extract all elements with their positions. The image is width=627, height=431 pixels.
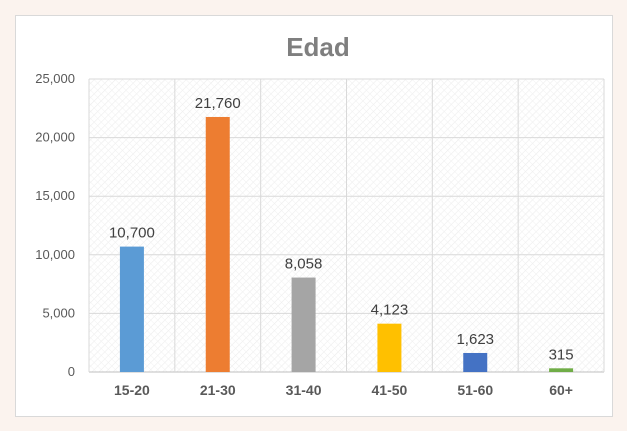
y-tick-label: 20,000 (35, 130, 75, 145)
bar-15-20 (119, 246, 144, 372)
x-tick-label: 15-20 (114, 382, 150, 398)
data-labels: 10,700 21,760 8,058 4,123 1,623 315 (109, 95, 574, 363)
x-tick-label: 31-40 (286, 382, 322, 398)
bar-51-60 (463, 352, 488, 372)
data-label: 1,623 (456, 331, 494, 348)
x-tick-label: 41-50 (372, 382, 408, 398)
data-label: 8,058 (285, 256, 323, 273)
y-tick-label: 5,000 (42, 305, 75, 320)
data-label: 10,700 (109, 225, 155, 242)
bar-41-50 (377, 323, 402, 372)
x-tick-label: 51-60 (457, 382, 493, 398)
y-axis: 0 5,000 10,000 15,000 20,000 25,000 (35, 71, 75, 379)
y-tick-label: 15,000 (35, 188, 75, 203)
bar-chart: Edad 0 5,000 10,000 15,000 20,000 25,000 10,7… (35, 32, 605, 398)
bar-31-40 (291, 277, 316, 372)
x-tick-label: 60+ (549, 382, 573, 398)
chart-card: Edad 0 5,000 10,000 15,000 20,000 25,000 10,7… (15, 15, 613, 417)
chart-title: Edad (286, 32, 350, 62)
x-tick-label: 21-30 (200, 382, 236, 398)
gridlines (88, 78, 605, 373)
x-axis: 15-20 21-30 31-40 41-50 51-60 60+ (114, 382, 573, 398)
y-tick-label: 0 (68, 364, 75, 379)
y-tick-label: 10,000 (35, 247, 75, 262)
bar-21-30 (205, 116, 230, 372)
data-label: 21,760 (195, 95, 241, 112)
bar-60+ (549, 368, 574, 372)
y-tick-label: 25,000 (35, 71, 75, 86)
bars (119, 116, 574, 372)
data-label: 4,123 (371, 302, 409, 319)
data-label: 315 (549, 346, 574, 363)
